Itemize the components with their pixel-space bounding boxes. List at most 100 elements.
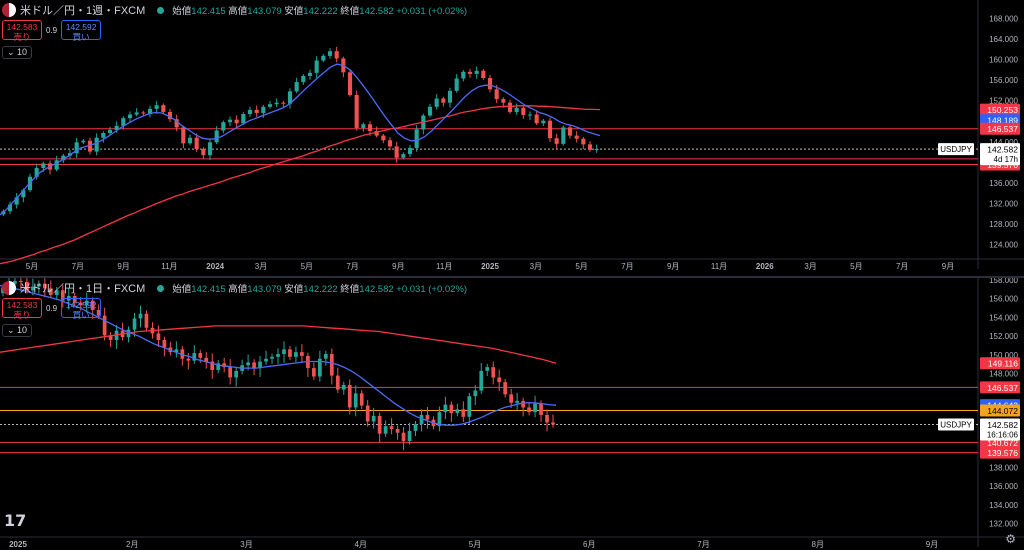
candle-body <box>19 280 23 282</box>
candle-body <box>479 370 484 391</box>
candle-body <box>247 109 253 115</box>
candle-body <box>180 349 185 359</box>
candle-body <box>198 353 203 358</box>
candle-body <box>419 414 424 425</box>
candle-body <box>547 120 553 139</box>
daily-chart-header: 米ドル／円・1日・FXCM 始値142.415 高値143.079 安値142.… <box>2 280 467 296</box>
candle-body <box>347 384 352 408</box>
weekly-chart-pane[interactable]: 168.000 164.000 160.000 156.000 152.000 144.0… <box>0 0 1024 276</box>
candle-body <box>361 124 366 128</box>
price-badge-label: 146.537 <box>987 383 1018 393</box>
candle-body <box>307 72 313 76</box>
countdown-label: 4d 17h <box>994 155 1018 164</box>
candle-body <box>181 127 186 144</box>
candle-body <box>81 140 86 143</box>
candle-body <box>121 118 126 126</box>
candle-body <box>509 394 514 403</box>
time-tick-label: 9月 <box>942 262 954 271</box>
sell-button[interactable]: 142.583 売り <box>2 298 42 320</box>
candle-body <box>241 114 246 124</box>
candle-body <box>567 127 573 136</box>
candle-body <box>574 135 579 139</box>
candle-body <box>447 90 453 103</box>
price-badge <box>980 381 1020 394</box>
candle-body <box>13 280 17 284</box>
current-price-badge <box>980 143 1020 166</box>
time-tick-label: 11月 <box>161 262 177 271</box>
candle-body <box>587 144 593 151</box>
symbol-title[interactable]: 米ドル／円・1週・FXCM <box>20 5 146 17</box>
candle-body <box>186 358 191 361</box>
candle-body <box>204 357 209 362</box>
candle-body <box>254 109 259 113</box>
candle-body <box>261 106 266 113</box>
time-tick-label: 9月 <box>392 262 404 271</box>
candle-body <box>407 147 413 155</box>
trade-buttons: 142.583 売り 0.9 142.592 買い <box>2 20 102 42</box>
candle-body <box>78 302 83 306</box>
candle-body <box>187 137 193 144</box>
time-tick-label: 7月 <box>72 262 84 271</box>
time-tick-label: 7月 <box>346 262 358 271</box>
weekly-chart-canvas[interactable]: 168.000 164.000 160.000 156.000 152.000 144.0… <box>0 0 1024 276</box>
candle-body <box>327 51 333 56</box>
candle-body <box>48 288 53 295</box>
daily-chart-pane[interactable]: 158.000 156.000 154.000 152.000 150.000 148.0… <box>0 278 1024 550</box>
candle-body <box>443 404 448 413</box>
candle-body <box>270 356 274 359</box>
price-tick-label: 124.000 <box>989 241 1018 250</box>
candle-body <box>359 393 364 406</box>
candle-body <box>94 137 99 152</box>
candle-body <box>329 354 334 376</box>
time-tick-label: 3月 <box>530 262 542 271</box>
time-tick-label: 5月 <box>469 540 481 549</box>
symbol-title[interactable]: 米ドル／円・1日・FXCM <box>20 283 146 295</box>
candle-body <box>102 315 107 336</box>
price-badge-label: 148.189 <box>987 116 1018 126</box>
ticker-badge <box>938 143 974 156</box>
time-tick-label: 7月 <box>621 262 633 271</box>
candle-body <box>37 283 41 287</box>
candle-body <box>441 98 446 103</box>
sell-button[interactable]: 142.583 売り <box>2 20 42 42</box>
candle-body <box>207 142 213 156</box>
candle-body <box>274 102 279 105</box>
price-tick-label: 152.000 <box>989 332 1018 341</box>
price-badge <box>980 357 1020 370</box>
price-badge <box>980 446 1020 459</box>
candle-body <box>14 197 19 205</box>
indicator-toggle[interactable]: ⌄ 10 <box>2 46 33 59</box>
candle-body <box>108 335 113 340</box>
candle-body <box>354 94 359 128</box>
candle-body <box>134 112 139 115</box>
time-tick-label: 4月 <box>355 540 367 549</box>
candle-body <box>221 122 226 131</box>
candle-body <box>252 362 256 369</box>
candle-body <box>167 111 173 120</box>
candle-body <box>507 102 513 112</box>
indicator-toggle[interactable]: ⌄ 10 <box>2 324 33 337</box>
buy-button[interactable]: 142.592 買い <box>61 298 102 320</box>
candle-body <box>114 125 119 130</box>
candle-body <box>201 148 206 156</box>
candle-body <box>54 160 59 170</box>
candle-body <box>334 51 339 59</box>
candle-body <box>527 114 533 116</box>
gear-icon[interactable]: ⚙ <box>1005 532 1016 546</box>
candle-body <box>594 149 599 151</box>
buy-button[interactable]: 142.592 買い <box>61 20 102 42</box>
candle-body <box>21 190 26 198</box>
price-badge <box>980 103 1020 116</box>
daily-chart-canvas[interactable]: 158.000 156.000 154.000 152.000 150.000 148.0… <box>0 278 1024 550</box>
candle-body <box>267 104 273 107</box>
candle-body <box>281 102 286 104</box>
flag-icon <box>2 3 16 17</box>
candle-body <box>383 426 388 434</box>
pane-divider[interactable] <box>0 276 1024 278</box>
candle-body <box>156 333 161 340</box>
price-tick-label: 144.000 <box>989 138 1018 147</box>
candle-body <box>234 119 239 124</box>
candle-body <box>72 295 77 303</box>
candle-body <box>474 70 479 74</box>
candle-body <box>276 354 280 357</box>
